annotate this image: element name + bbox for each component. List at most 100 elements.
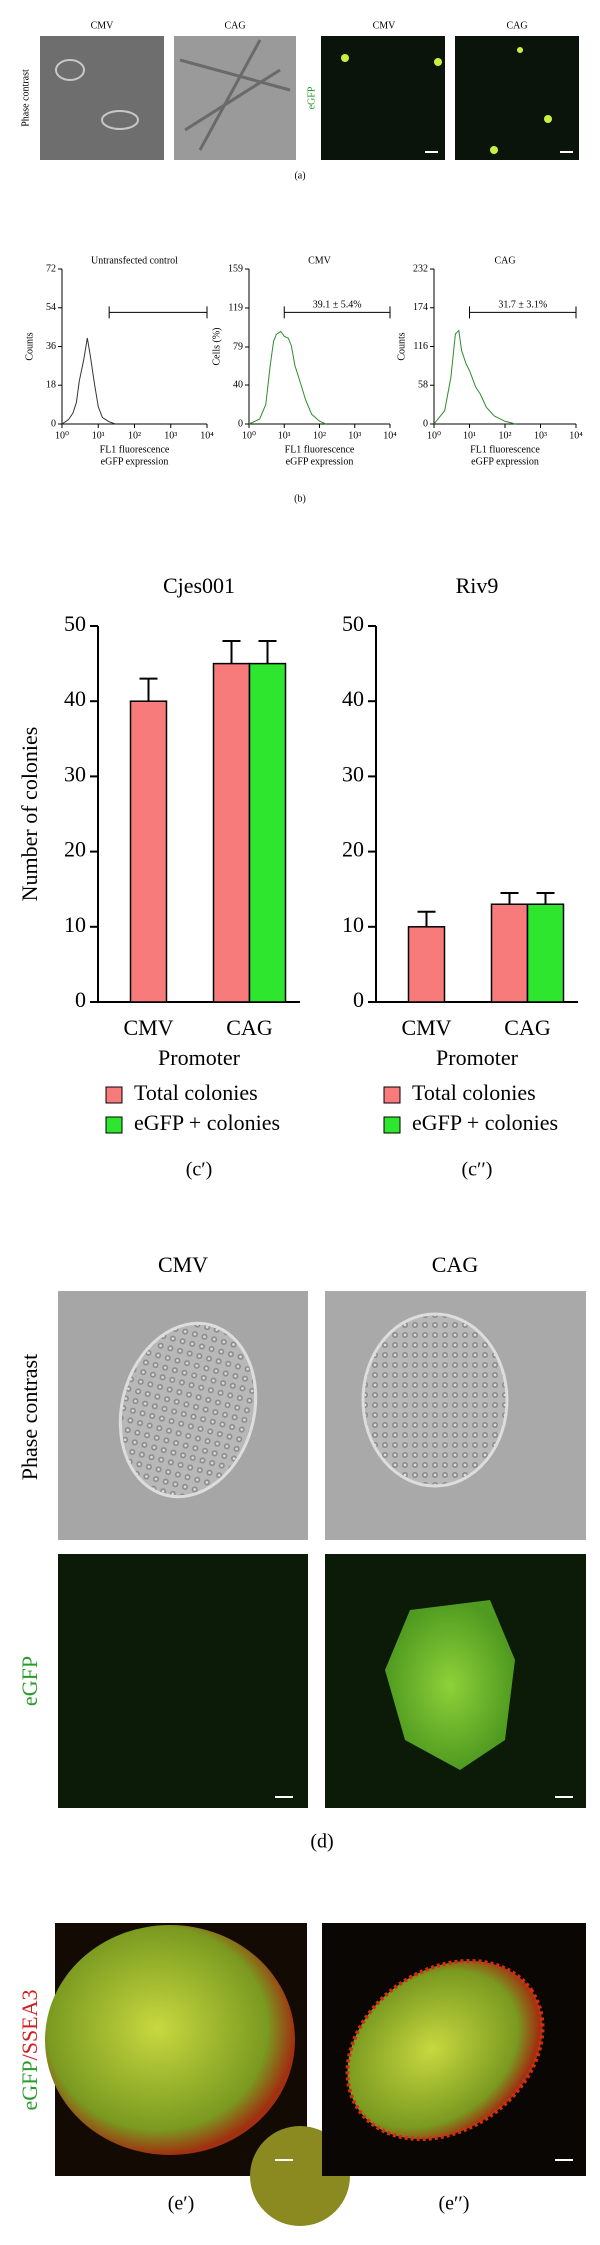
y-tick-label: 116 (413, 341, 428, 352)
cell (490, 146, 498, 154)
x-axis-label: eGFP expression (471, 456, 539, 467)
x-tick-label: 10⁰ (242, 430, 256, 441)
column-label: CAG (432, 1252, 479, 1277)
gate (108, 306, 208, 319)
legend-label: eGFP + colonies (412, 1110, 558, 1135)
legend-label: eGFP + colonies (134, 1110, 280, 1135)
x-tick-label: 10² (499, 430, 512, 441)
y-tick-label: 0 (75, 987, 86, 1012)
y-tick-label: 30 (64, 761, 86, 786)
y-tick-label: 72 (46, 263, 56, 274)
cell (544, 115, 552, 123)
y-tick-label: 50 (342, 611, 364, 636)
micrograph (455, 36, 579, 160)
colony (385, 1600, 515, 1770)
cell (101, 110, 139, 130)
x-axis-label: FL1 fluorescence (100, 444, 170, 455)
panel-caption: (e′′) (439, 2193, 470, 2215)
panel-caption: (c′′) (462, 1159, 493, 1181)
panel-caption: (d) (310, 1831, 333, 1853)
x-tick-label: 10¹ (278, 430, 291, 441)
y-tick-label: 0 (51, 418, 56, 429)
y-axis-label: Counts (24, 332, 35, 360)
x-tick-label: 10⁴ (569, 430, 583, 441)
panel-caption: (c′) (186, 1159, 213, 1181)
chart-title: CAG (494, 255, 515, 266)
cell (55, 59, 85, 81)
colony (361, 1312, 509, 1488)
legend-label: Total colonies (412, 1080, 536, 1105)
y-tick-label: 0 (423, 418, 428, 429)
chart-title: Untransfected control (91, 255, 178, 266)
y-tick-label: 79 (233, 341, 243, 352)
bar (212, 662, 251, 1003)
column-label: CMV (91, 20, 115, 31)
y-tick-label: 40 (233, 379, 243, 390)
y-axis-label: Cells (%) (211, 327, 222, 365)
y-tick-label: 20 (64, 837, 86, 862)
annotation: 39.1 ± 5.4% (313, 300, 362, 311)
histogram-line (433, 329, 516, 425)
y-tick-label: 232 (413, 263, 428, 274)
x-tick-label: 10⁰ (427, 430, 441, 441)
x-tick-label: CMV (123, 1015, 173, 1040)
cell (341, 54, 349, 62)
x-tick-label: CAG (504, 1015, 551, 1040)
row-label: eGFP (306, 86, 317, 109)
bar (526, 903, 565, 1003)
colony (45, 1925, 295, 2155)
panel-caption: (e′) (168, 2193, 195, 2215)
chart-title: CMV (308, 255, 332, 266)
gate (283, 306, 391, 319)
cell (434, 58, 442, 66)
x-tick-label: CAG (226, 1015, 273, 1040)
y-tick-label: 30 (342, 761, 364, 786)
legend-swatch (383, 1116, 401, 1134)
y-tick-label: 10 (64, 912, 86, 937)
x-tick-label: 10¹ (463, 430, 476, 441)
x-tick-label: 10¹ (92, 430, 105, 441)
y-tick-label: 0 (353, 987, 364, 1012)
x-tick-label: 10⁴ (200, 430, 214, 441)
annotation: 31.7 ± 3.1% (498, 300, 547, 311)
y-tick-label: 18 (46, 380, 56, 391)
panel-d: CMV CAG Phase contrast eGFP (d) (17, 1252, 586, 1853)
x-tick-label: 10³ (534, 430, 547, 441)
panel-e: eGFP/SSEA3 (e′) (e′′) (17, 1923, 586, 2226)
row-label: Phase contrast (20, 69, 31, 127)
y-tick-label: 36 (46, 341, 56, 352)
histogram-line (61, 337, 116, 425)
bar (248, 662, 287, 1003)
gate (469, 306, 577, 319)
row-label: Phase contrast (17, 1354, 42, 1480)
y-tick-label: 58 (418, 380, 428, 391)
y-tick-label: 40 (64, 686, 86, 711)
y-tick-label: 20 (342, 837, 364, 862)
panel-caption: (b) (294, 493, 306, 504)
y-tick-label: 54 (46, 302, 56, 313)
legend-swatch (105, 1086, 123, 1104)
panel-caption: (a) (294, 170, 305, 181)
chart-title: Riv9 (456, 573, 499, 598)
x-axis-label: eGFP expression (101, 456, 169, 467)
x-tick-label: 10³ (164, 430, 177, 441)
x-axis-label: Promoter (436, 1045, 519, 1070)
row-label-part: eGFP (17, 2060, 42, 2110)
legend-swatch (105, 1116, 123, 1134)
y-tick-label: 10 (342, 912, 364, 937)
micrograph (58, 1554, 308, 1808)
x-tick-label: 10⁴ (383, 430, 397, 441)
column-label: CAG (224, 20, 245, 31)
y-axis-label: Counts (396, 332, 407, 360)
legend-swatch (383, 1086, 401, 1104)
y-tick-label: 0 (238, 418, 243, 429)
x-tick-label: 10³ (348, 430, 361, 441)
bar (129, 700, 168, 1003)
y-axis-label: Number of colonies (17, 727, 42, 902)
row-label: eGFP (17, 1656, 42, 1706)
column-label: CMV (158, 1252, 208, 1277)
x-tick-label: CMV (401, 1015, 451, 1040)
cell (179, 39, 291, 151)
